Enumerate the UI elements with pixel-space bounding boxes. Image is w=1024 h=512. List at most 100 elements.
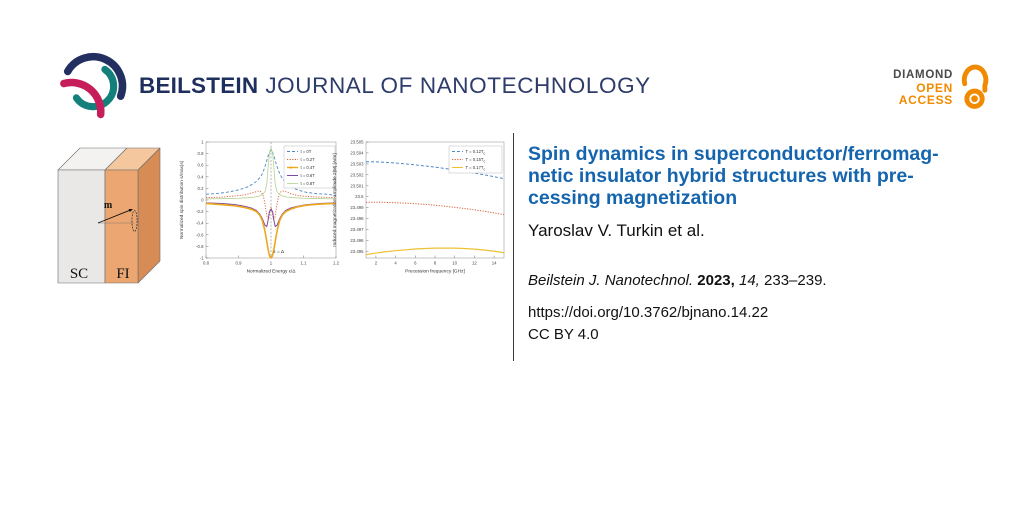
badge-text: DIAMOND OPEN ACCESS [856, 64, 960, 107]
plot1-ytick: -0.4 [196, 221, 204, 226]
plot2-ytick: 23.496 [350, 238, 364, 243]
plot1-xtick: 1.1 [301, 261, 308, 266]
citation-journal: Beilstein J. Nanotechnol. [528, 272, 694, 289]
plot2-xtick: 2 [375, 261, 378, 266]
plot1-legend: t = 0T t = 0.2T t = 0.4T t = 0.6T t = 0.… [283, 145, 336, 189]
wordmark-journal: JOURNAL OF NANOTECHNOLOGY [265, 73, 651, 98]
article-citation: Beilstein J. Nanotechnol. 2023, 14, 233–… [528, 272, 827, 289]
plot2-ytick: 23.497 [350, 227, 364, 232]
plot2-ytick: 23.498 [350, 216, 364, 221]
spin-distribution-plot: 0.8 0.9 1 1.1 1.2 1 0.8 0.6 0.4 0.2 0 -0… [179, 140, 340, 275]
plot1-y-tick-labels: 1 0.8 0.6 0.4 0.2 0 -0.2 -0.4 -0.6 -0.8 … [196, 140, 204, 261]
padlock-keyhole [971, 95, 978, 103]
logo-arc-teal [72, 65, 118, 111]
journal-wordmark: BEILSTEIN JOURNAL OF NANOTECHNOLOGY [139, 73, 651, 99]
plot1-ytick: -0.6 [196, 232, 204, 237]
plot1-legend-label-2: t = 0.4T [301, 165, 316, 170]
fi-label: FI [116, 266, 129, 282]
beilstein-logo-icon [60, 52, 127, 119]
plot2-legend: T = 0.12Tc T = 0.15Tc T = 0.17Tc [448, 145, 503, 174]
doi-link[interactable]: https://doi.org/10.3762/bjnano.14.22 [528, 304, 769, 321]
badge-open-label: OPEN [916, 80, 953, 95]
plot2-xtick: 4 [394, 261, 397, 266]
box-faces [57, 147, 161, 284]
box-side-fi-face [137, 147, 161, 284]
plot2-ytick: 23.502 [350, 172, 364, 177]
license-label: CC BY 4.0 [528, 326, 599, 343]
sc-label: SC [70, 266, 88, 282]
title-line-3: cessing magnetization [528, 186, 738, 209]
precession-orbit [131, 210, 138, 232]
plot2-ytick: 23.5 [355, 194, 364, 199]
plot2-ylabel: Induced magnetization amplitude 2|M| [A/… [332, 153, 338, 246]
plot2-legend-label-2: T = 0.17Tc [466, 165, 486, 171]
plot1-legend-label-3: t = 0.6T [301, 173, 316, 178]
plot2-ytick: 23.505 [350, 140, 364, 145]
m-label: m [104, 200, 113, 211]
plot1-ylabel: Normalized spin distribution s/max|s| [179, 161, 185, 239]
plot1-ytick: 0.2 [198, 186, 205, 191]
padlock-shackle [961, 64, 989, 93]
plot1-ytick: -0.2 [196, 209, 204, 214]
citation-year: 2023, [697, 272, 735, 289]
plot1-xtick: 0.8 [203, 261, 210, 266]
plot2-ytick: 23.495 [350, 249, 364, 254]
logo-arc-navy [63, 52, 127, 100]
plot2-xtick: 6 [414, 261, 417, 266]
plot2-x-tick-labels: 2 4 6 8 10 12 14 [375, 261, 497, 266]
diamond-open-access-badge: DIAMOND OPEN ACCESS [856, 64, 990, 111]
plot2-ytick: 23.503 [350, 161, 364, 166]
open-access-padlock-icon [961, 64, 989, 109]
plot1-xtick: 0.9 [236, 261, 243, 266]
plot1-ytick: -1 [200, 256, 204, 261]
plot1-ytick: 0.8 [198, 151, 205, 156]
box-front-fi-face [104, 169, 139, 284]
article-title: Spin dynamics in superconductor/ferromag… [528, 143, 1006, 209]
vertical-divider [513, 133, 515, 361]
plot2-legend-label-1: T = 0.15Tc [466, 157, 486, 163]
badge-diamond-label: DIAMOND [893, 69, 953, 81]
wordmark-beilstein: BEILSTEIN [139, 73, 259, 98]
plot2-legend-label-0: T = 0.12Tc [466, 149, 486, 155]
plot2-y-tick-labels: 23.505 23.504 23.503 23.502 23.501 23.5 … [350, 140, 364, 254]
plot2-xtick: 10 [452, 261, 457, 266]
plot2-xtick: 14 [492, 261, 497, 266]
plot2-series-015Tc [366, 201, 505, 216]
plot1-legend-plus-marker [289, 166, 293, 169]
magnetization-arrowhead [128, 209, 133, 212]
plot2-ytick: 23.501 [350, 183, 364, 188]
plot1-series-t08 [205, 147, 337, 200]
plot2-ytick: 23.504 [350, 150, 364, 155]
plot1-ytick: 0 [201, 198, 204, 203]
plot2-series-012Tc [365, 161, 505, 180]
plot1-tick-marks [205, 141, 337, 259]
plot1-ytick: 1 [201, 140, 204, 145]
plot2-ytick: 23.499 [350, 205, 364, 210]
magnetization-vector [97, 209, 131, 224]
plot1-legend-label-4: t = 0.8T [301, 181, 316, 186]
title-line-1: Spin dynamics in superconductor/ferromag… [528, 143, 939, 165]
plot1-series-t04 [205, 202, 337, 259]
title-line-2: netic insulator hybrid structures with p… [528, 164, 914, 187]
plot1-series-t06 [205, 202, 337, 228]
plot1-legend-label-1: t = 0.2T [301, 157, 316, 162]
plot1-annotation: ε = Δ [274, 249, 285, 255]
plot2-xtick: 12 [472, 261, 477, 266]
plot1-ytick: 0.6 [198, 163, 205, 168]
plot2-tick-marks [366, 141, 495, 258]
logo-arc-crimson [60, 78, 105, 119]
plot1-x-tick-labels: 0.8 0.9 1 1.1 1.2 [203, 261, 340, 266]
plot1-series-t0 [205, 149, 337, 196]
plot1-legend-label-0: t = 0T [301, 149, 312, 154]
plot1-xlabel: Normalized Energy ε/Δ [247, 269, 297, 275]
citation-pages: 233–239. [764, 272, 827, 289]
badge-access-label: ACCESS [898, 93, 953, 107]
plot1-xtick: 1 [270, 261, 273, 266]
plot1-ytick: -0.8 [196, 244, 204, 249]
article-authors: Yaroslav V. Turkin et al. [528, 221, 705, 240]
plot1-xtick: 1.2 [333, 261, 340, 266]
citation-volume: 14, [739, 272, 760, 289]
induced-magnetization-plot: 2 4 6 8 10 12 14 23.505 23.504 23.503 23… [332, 140, 505, 275]
padlock-body [964, 88, 985, 109]
plot2-xtick: 8 [434, 261, 437, 266]
